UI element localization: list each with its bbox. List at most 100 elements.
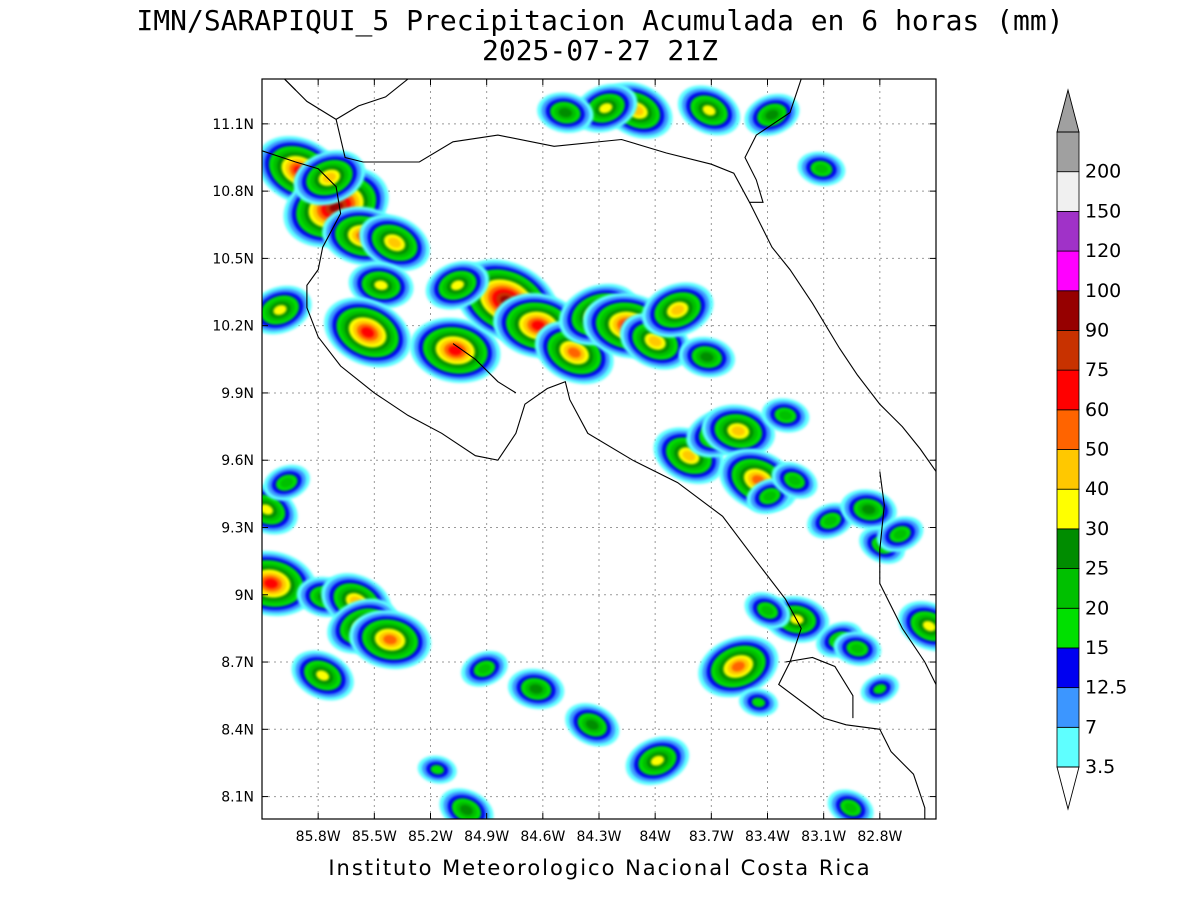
lat-tick-label: 10.8N [212,184,254,200]
precip-contour-level-7 [671,304,685,315]
precip-contour-level-7 [388,237,401,248]
precip-contour-level-4 [850,643,865,654]
colorbar-label: 3.5 [1085,756,1115,778]
precip-contour-level-5 [585,719,599,730]
precip-cell [744,592,791,629]
precip-cell [537,92,594,133]
colorbar-swatch [1056,568,1080,609]
lat-tick-label: 9N [235,588,254,604]
precip-cell [860,674,899,704]
precip-contour-level-4 [763,491,777,502]
colorbar-label: 50 [1085,439,1109,461]
precip-cell [761,398,810,433]
colorbar-swatch [1056,607,1080,649]
colorbar-swatch [1056,488,1080,530]
footer-credit: Instituto Meteorologico Nacional Costa R… [328,856,872,880]
colorbar-label: 60 [1085,399,1109,421]
map-subtitle-datetime: 2025-07-27 21Z [481,34,718,67]
lon-tick-label: 84.3W [576,829,621,845]
precip-contour-level-5 [529,684,543,694]
precip-cell [507,668,565,710]
colorbar-swatch [1056,330,1080,371]
precip-contour-level-8 [567,347,581,358]
precip-cell [417,755,457,784]
precip-contour-level-5 [700,352,714,362]
precip-cell [348,261,414,309]
colorbar-swatch [1056,210,1080,252]
precipitation-cells [262,82,936,819]
precip-contour-level-4 [280,477,294,488]
lat-tick-label: 8.1N [221,790,254,806]
precip-contour-level-7 [322,172,336,183]
coastline-segment [879,471,936,685]
colorbar-swatch [1056,369,1080,411]
coastline-segment [749,202,936,472]
precip-contour-level-5 [765,109,779,120]
precip-cell [565,703,620,747]
precip-contour-level-9 [531,320,546,331]
precip-cell [409,317,501,383]
precip-contour-level-4 [814,163,829,174]
precip-contour-level-3 [873,683,887,694]
colorbar-bottom-arrow [1056,766,1080,811]
precip-cell [827,789,874,819]
precip-contour-level-6 [650,755,664,766]
colorbar-label: 12.5 [1085,677,1127,699]
lon-axis: 85.8W 85.5W 85.2W 84.9W 84.6W 84.3W 84W 83.7W 83… [296,79,902,845]
precip-contour-level-9 [264,578,278,589]
colorbar-swatch [1056,647,1080,689]
precip-contour-level-6 [316,670,330,681]
lon-tick-label: 84.6W [520,829,565,845]
precip-contour-level-4 [788,475,801,486]
precip-cell [262,285,312,335]
precip-cell [744,93,800,136]
colorbar-label: 90 [1085,319,1109,341]
precip-contour-level-4 [844,802,858,813]
colorbar-swatch [1056,726,1080,768]
colorbar-label: 120 [1085,240,1121,262]
lon-tick-label: 83.7W [689,829,734,845]
precip-cell [701,404,776,458]
precip-contour-level-6 [273,304,287,315]
colorbar-swatch [1056,409,1080,450]
precip-contour-level-3 [751,697,766,708]
precip-contour-level-6 [702,105,716,116]
precip-cell [263,464,311,501]
lon-tick-label: 84.9W [464,829,509,845]
colorbar-swatch [1056,687,1080,728]
lat-tick-label: 9.6N [221,453,254,469]
colorbar-label: 40 [1085,478,1109,500]
colorbar-swatch [1056,290,1080,331]
precip-contour-level-9 [361,327,375,338]
precip-cell [461,650,508,687]
precip-cell [625,736,690,786]
precip-contour-level-3 [430,764,444,775]
precip-cell [833,631,882,666]
lat-tick-label: 10.2N [212,319,254,335]
colorbar-label: 100 [1085,280,1121,302]
colorbar-label: 200 [1085,161,1121,183]
coastlines [262,79,936,819]
precip-cell [677,85,741,136]
precip-cell [262,550,317,617]
precip-cell [771,462,818,499]
colorbar: 3.5 7 12.5 15 20 25 30 40 50 60 75 90 100 120 150 200 [1056,88,1127,811]
lon-tick-label: 85.5W [352,829,397,845]
lon-tick-label: 84W [639,829,671,845]
precip-contour-level-5 [460,804,473,816]
lon-tick-label: 83.4W [745,829,790,845]
precip-cell [738,688,779,717]
coastline-segment [284,79,297,91]
colorbar-top-arrow [1056,88,1080,133]
lat-tick-label: 9.9N [221,386,254,402]
colorbar-label: 75 [1085,359,1109,381]
colorbar-swatch [1056,171,1080,212]
precip-cell [359,214,430,271]
precip-cell [698,635,779,698]
precip-cell [797,151,846,186]
precip-contour-level-4 [761,605,774,616]
map-title: IMN/SARAPIQUI_5 Precipitacion Acumulada … [136,4,1064,37]
lon-tick-label: 85.2W [408,829,453,845]
colorbar-label: 150 [1085,200,1121,222]
colorbar-swatch [1056,131,1080,173]
